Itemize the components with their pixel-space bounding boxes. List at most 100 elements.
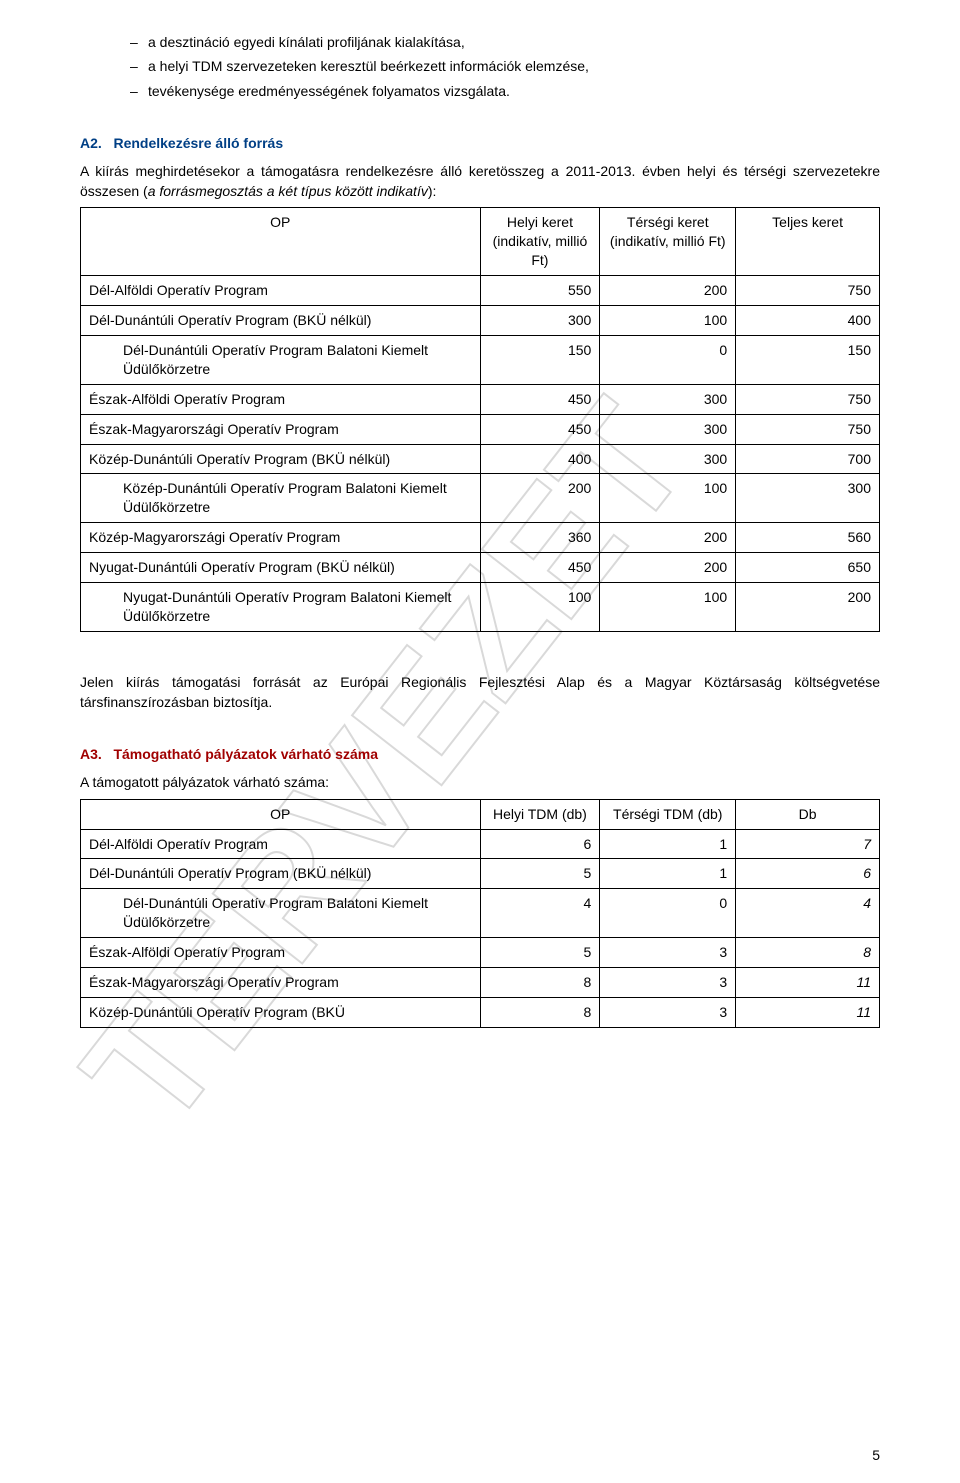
cell-value: 750 [736, 414, 880, 444]
cell-value: 1 [600, 859, 736, 889]
cell-value: 400 [480, 444, 600, 474]
cell-name: Közép-Dunántúli Operatív Program (BKÜ [81, 997, 481, 1027]
col-helyi: Helyi TDM (db) [480, 799, 600, 829]
cell-value: 560 [736, 523, 880, 553]
cell-value: 400 [736, 306, 880, 336]
table-row: Észak-Magyarországi Operatív Program8311 [81, 967, 880, 997]
cell-value: 4 [736, 889, 880, 938]
cell-value: 750 [736, 384, 880, 414]
cell-name: Észak-Magyarországi Operatív Program [81, 414, 481, 444]
cell-name: Dél-Alföldi Operatív Program [81, 276, 481, 306]
table-row: Nyugat-Dunántúli Operatív Program Balato… [81, 582, 880, 631]
cell-value: 5 [480, 859, 600, 889]
table-row: Dél-Dunántúli Operatív Program Balatoni … [81, 335, 880, 384]
cell-value: 300 [600, 384, 736, 414]
section-a2-title: Rendelkezésre álló forrás [113, 135, 283, 151]
table-row: Nyugat-Dunántúli Operatív Program (BKÜ n… [81, 553, 880, 583]
cell-name: Közép-Magyarországi Operatív Program [81, 523, 481, 553]
cell-name: Dél-Dunántúli Operatív Program Balatoni … [81, 335, 481, 384]
table-row: Észak-Magyarországi Operatív Program4503… [81, 414, 880, 444]
cell-value: 150 [736, 335, 880, 384]
list-item: a desztináció egyedi kínálati profiljána… [130, 32, 880, 52]
col-tersegi: Térségi TDM (db) [600, 799, 736, 829]
table-row: Közép-Dunántúli Operatív Program (BKÜ né… [81, 444, 880, 474]
cell-name: Dél-Alföldi Operatív Program [81, 829, 481, 859]
cell-name: Nyugat-Dunántúli Operatív Program Balato… [81, 582, 481, 631]
cell-value: 150 [480, 335, 600, 384]
col-db: Db [736, 799, 880, 829]
cell-value: 200 [600, 553, 736, 583]
cell-value: 0 [600, 335, 736, 384]
table-row: Közép-Dunántúli Operatív Program (BKÜ831… [81, 997, 880, 1027]
cell-value: 300 [600, 414, 736, 444]
list-item: a helyi TDM szervezeteken keresztül beér… [130, 56, 880, 76]
table-row: Észak-Alföldi Operatív Program538 [81, 938, 880, 968]
a2-intro-close: ): [428, 183, 437, 199]
cell-value: 550 [480, 276, 600, 306]
cell-value: 6 [480, 829, 600, 859]
a2-closing-paragraph: Jelen kiírás támogatási forrását az Euró… [80, 672, 880, 713]
table-row: Közép-Dunántúli Operatív Program Balaton… [81, 474, 880, 523]
cell-name: Észak-Magyarországi Operatív Program [81, 967, 481, 997]
cell-name: Dél-Dunántúli Operatív Program (BKÜ nélk… [81, 306, 481, 336]
cell-value: 100 [600, 474, 736, 523]
cell-value: 0 [600, 889, 736, 938]
section-a3-title: Támogatható pályázatok várható száma [113, 746, 378, 762]
col-teljes: Teljes keret [736, 208, 880, 276]
section-a2-label: A2. [80, 135, 102, 151]
cell-value: 300 [480, 306, 600, 336]
cell-value: 3 [600, 997, 736, 1027]
cell-value: 4 [480, 889, 600, 938]
cell-value: 360 [480, 523, 600, 553]
a2-intro-italic: a forrásmegosztás a két típus között ind… [148, 183, 428, 199]
cell-value: 200 [480, 474, 600, 523]
cell-value: 100 [480, 582, 600, 631]
col-op: OP [81, 208, 481, 276]
table-row: Észak-Alföldi Operatív Program450300750 [81, 384, 880, 414]
cell-value: 3 [600, 938, 736, 968]
col-helyi: Helyi keret (indikatív, millió Ft) [480, 208, 600, 276]
cell-value: 11 [736, 997, 880, 1027]
cell-value: 450 [480, 384, 600, 414]
col-tersegi: Térségi keret (indikatív, millió Ft) [600, 208, 736, 276]
table-row: Közép-Magyarországi Operatív Program3602… [81, 523, 880, 553]
cell-value: 700 [736, 444, 880, 474]
cell-value: 650 [736, 553, 880, 583]
cell-value: 200 [600, 276, 736, 306]
cell-value: 11 [736, 967, 880, 997]
table-row: Dél-Dunántúli Operatív Program Balatoni … [81, 889, 880, 938]
cell-name: Észak-Alföldi Operatív Program [81, 938, 481, 968]
cell-value: 100 [600, 306, 736, 336]
cell-value: 8 [480, 967, 600, 997]
cell-value: 200 [736, 582, 880, 631]
cell-value: 300 [736, 474, 880, 523]
cell-name: Nyugat-Dunántúli Operatív Program (BKÜ n… [81, 553, 481, 583]
cell-name: Észak-Alföldi Operatív Program [81, 384, 481, 414]
section-a3-label: A3. [80, 746, 102, 762]
section-a3-intro: A támogatott pályázatok várható száma: [80, 772, 880, 792]
cell-value: 3 [600, 967, 736, 997]
table-row: Dél-Dunántúli Operatív Program (BKÜ nélk… [81, 859, 880, 889]
table-row: Dél-Alföldi Operatív Program550200750 [81, 276, 880, 306]
cell-value: 1 [600, 829, 736, 859]
cell-value: 8 [480, 997, 600, 1027]
intro-bullet-list: a desztináció egyedi kínálati profiljána… [80, 32, 880, 101]
col-op: OP [81, 799, 481, 829]
page-number: 5 [872, 1447, 880, 1463]
section-a3-heading: A3. Támogatható pályázatok várható száma [80, 746, 880, 762]
table-a3: OP Helyi TDM (db) Térségi TDM (db) Db Dé… [80, 799, 880, 1028]
table-row: Dél-Dunántúli Operatív Program (BKÜ nélk… [81, 306, 880, 336]
cell-value: 300 [600, 444, 736, 474]
cell-value: 200 [600, 523, 736, 553]
section-a2-intro: A kiírás meghirdetésekor a támogatásra r… [80, 161, 880, 202]
cell-value: 5 [480, 938, 600, 968]
cell-value: 7 [736, 829, 880, 859]
cell-value: 450 [480, 553, 600, 583]
cell-name: Közép-Dunántúli Operatív Program Balaton… [81, 474, 481, 523]
section-a2-heading: A2. Rendelkezésre álló forrás [80, 135, 880, 151]
cell-name: Dél-Dunántúli Operatív Program (BKÜ nélk… [81, 859, 481, 889]
cell-value: 750 [736, 276, 880, 306]
table-row: Dél-Alföldi Operatív Program617 [81, 829, 880, 859]
cell-name: Közép-Dunántúli Operatív Program (BKÜ né… [81, 444, 481, 474]
cell-value: 100 [600, 582, 736, 631]
